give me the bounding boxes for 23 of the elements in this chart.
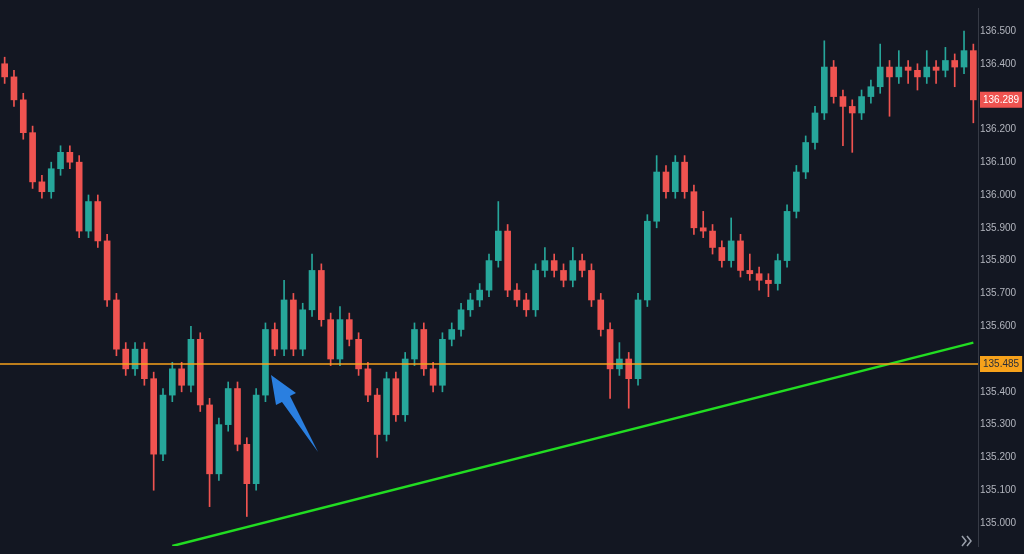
y-tick-label: 136.400 (980, 57, 1017, 69)
y-tick-label: 135.200 (980, 451, 1017, 463)
y-tick-label: 135.700 (980, 287, 1017, 299)
y-tick-label: 135.800 (980, 254, 1017, 266)
y-tick-label: 136.200 (980, 123, 1017, 135)
y-tick-label: 136.500 (980, 24, 1017, 36)
y-tick-label: 135.400 (980, 385, 1017, 397)
candlestick (839, 89, 847, 147)
y-tick-label: 135.000 (980, 516, 1017, 528)
candlestick (746, 253, 754, 281)
y-tick-label: 135.900 (980, 221, 1017, 233)
candlestick (699, 211, 707, 238)
y-tick-label: 135.300 (980, 418, 1017, 430)
candlestick (932, 60, 940, 84)
candlestick (904, 60, 912, 84)
y-tick-label: 135.600 (980, 319, 1017, 331)
ref-line-label: 135.485 (983, 357, 1020, 369)
y-tick-label: 136.100 (980, 155, 1017, 167)
text: 136.289 (983, 93, 1020, 105)
y-tick-label: 135.100 (980, 483, 1017, 495)
candlestick (951, 53, 959, 88)
candlestick (848, 99, 856, 153)
y-tick-label: 136.000 (980, 188, 1017, 200)
